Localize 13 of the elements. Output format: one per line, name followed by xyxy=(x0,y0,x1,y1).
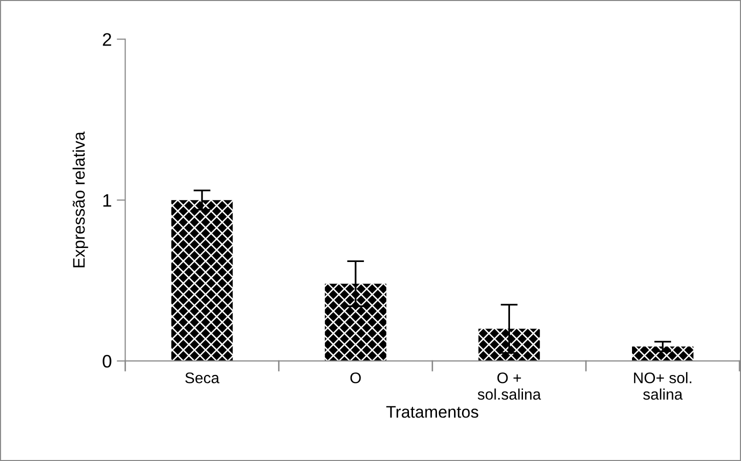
bar xyxy=(632,346,694,361)
bar xyxy=(478,328,540,361)
y-tick-label: 1 xyxy=(103,194,112,207)
y-tick-label: 0 xyxy=(102,354,112,368)
bar xyxy=(324,284,386,361)
x-tick-label: O + sol.salina xyxy=(478,372,542,400)
y-axis-title: Expressão relativa xyxy=(72,132,88,268)
x-tick-label: NO+ sol. salina xyxy=(634,372,692,400)
bar xyxy=(171,200,233,361)
x-axis-title: Tratamentos xyxy=(386,406,478,418)
x-tick-label: Seca xyxy=(185,372,220,384)
x-tick-label: O xyxy=(350,372,361,384)
y-tick-label: 2 xyxy=(102,33,112,46)
